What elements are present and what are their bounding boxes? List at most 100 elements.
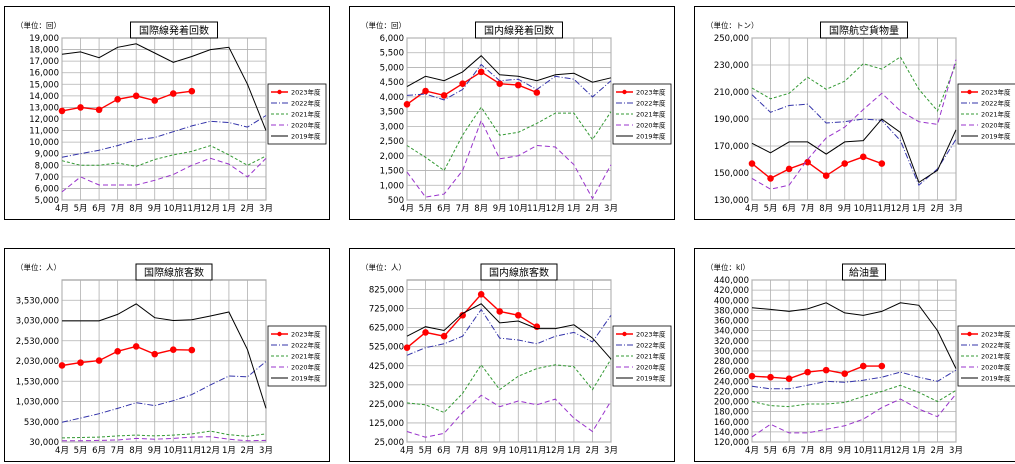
y-tick-label: 125,000 bbox=[369, 419, 404, 429]
unit-label: （単位：回） bbox=[361, 20, 406, 30]
y-tick-label: 325,000 bbox=[369, 381, 404, 391]
series-line-2022 bbox=[406, 308, 612, 356]
chart-svg: 130,000 150,000 170,000 190,000 210,000 230,0… bbox=[694, 6, 1015, 220]
y-tick-label: 12,000 bbox=[29, 115, 59, 125]
chart-panel-dom-passengers: 25,000 125,000 225,000 325,000 425,000 525,00… bbox=[349, 248, 675, 462]
x-tick-label: 7月 bbox=[111, 204, 125, 214]
x-tick-label: 4月 bbox=[745, 446, 759, 456]
y-tick-label: 8,000 bbox=[35, 161, 59, 171]
legend-label-2020: 2020年度 bbox=[981, 121, 1011, 130]
x-tick-label: 9月 bbox=[493, 446, 507, 456]
legend-label-2023: 2023年度 bbox=[291, 330, 321, 339]
y-tick-label: 170,000 bbox=[714, 142, 749, 152]
unit-label: （単位：回） bbox=[16, 20, 61, 30]
y-tick-label: 525,000 bbox=[369, 343, 404, 353]
data-point-2023 bbox=[459, 80, 466, 87]
y-tick-label: 825,000 bbox=[369, 286, 404, 296]
title-box bbox=[842, 263, 886, 281]
series-line-2019 bbox=[406, 55, 612, 88]
x-tick-label: 1月 bbox=[222, 204, 236, 214]
series-line-2022 bbox=[751, 369, 957, 390]
y-tick-label: 180,000 bbox=[714, 408, 749, 418]
legend-marker-2023 bbox=[967, 331, 972, 337]
plot-area bbox=[406, 279, 612, 443]
series-line-2022 bbox=[61, 361, 267, 423]
y-tick-label: 13,000 bbox=[29, 103, 59, 113]
y-tick-label: 2,500 bbox=[380, 137, 404, 147]
legend-label-2020: 2020年度 bbox=[291, 121, 321, 130]
title-box bbox=[820, 21, 908, 39]
y-tick-label: 19,000 bbox=[29, 34, 59, 44]
y-tick-label: 150,000 bbox=[714, 169, 749, 179]
data-point-2023 bbox=[878, 160, 886, 167]
x-tick-label: 9月 bbox=[148, 446, 162, 456]
data-point-2023 bbox=[95, 357, 103, 364]
data-point-2023 bbox=[114, 96, 121, 103]
x-tick-label: 1月 bbox=[222, 446, 236, 456]
data-point-2023 bbox=[878, 362, 886, 370]
data-point-2023 bbox=[748, 160, 756, 167]
y-tick-label: 200,000 bbox=[714, 398, 749, 408]
data-point-2023 bbox=[114, 347, 121, 355]
chart-panel-dom-movements: 500 1,000 1,500 2,000 2,500 3,000 3,500 4,000 4,… bbox=[349, 6, 675, 220]
legend-marker-2023 bbox=[622, 89, 627, 95]
title-box bbox=[130, 21, 218, 39]
data-point-2023 bbox=[459, 311, 466, 319]
y-tick-label: 725,000 bbox=[369, 305, 404, 315]
data-point-2023 bbox=[132, 92, 140, 100]
chart-title: 国際線旅客数 bbox=[144, 266, 204, 279]
series-line-2020 bbox=[62, 436, 267, 442]
x-tick-label: 4月 bbox=[55, 204, 69, 214]
series-line-2021 bbox=[406, 106, 612, 172]
x-tick-label: 3月 bbox=[259, 446, 273, 456]
y-tick-label: 300,000 bbox=[714, 347, 749, 357]
y-tick-label: 220,000 bbox=[714, 387, 749, 397]
chart-svg: 500 1,000 1,500 2,000 2,500 3,000 3,500 4,000 4,… bbox=[349, 6, 675, 220]
x-tick-label: 8月 bbox=[129, 446, 143, 456]
data-point-2023 bbox=[533, 89, 541, 96]
y-tick-label: 225,000 bbox=[369, 400, 404, 410]
y-tick-label: 2,000 bbox=[380, 152, 404, 162]
data-point-2023 bbox=[496, 308, 504, 315]
title-box bbox=[475, 21, 563, 39]
series-line-2022 bbox=[61, 115, 267, 158]
data-point-2023 bbox=[95, 106, 103, 114]
data-point-2023 bbox=[58, 362, 66, 369]
x-tick-label: 8月 bbox=[129, 204, 143, 214]
y-tick-label: 3,000 bbox=[380, 122, 404, 132]
y-tick-label: 3,530,000 bbox=[16, 296, 59, 306]
data-point-2023 bbox=[403, 344, 411, 351]
data-point-2023 bbox=[841, 160, 849, 167]
legend-label-2019: 2019年度 bbox=[291, 374, 321, 383]
legend-label-2019: 2019年度 bbox=[636, 374, 666, 383]
x-tick-label: 8月 bbox=[819, 446, 833, 456]
x-tick-label: 12月 bbox=[201, 204, 220, 214]
x-tick-label: 3月 bbox=[604, 204, 618, 214]
legend-label-2022: 2022年度 bbox=[981, 341, 1011, 350]
series-line-2019 bbox=[751, 302, 957, 369]
series-line-2019 bbox=[61, 43, 267, 131]
y-tick-label: 230,000 bbox=[714, 61, 749, 71]
legend-label-2021: 2021年度 bbox=[981, 352, 1011, 361]
y-tick-label: 2,030,000 bbox=[16, 357, 59, 367]
y-tick-label: 16,000 bbox=[29, 69, 59, 79]
legend-label-2023: 2023年度 bbox=[981, 330, 1011, 339]
x-tick-label: 10月 bbox=[509, 446, 528, 456]
y-tick-label: 11,000 bbox=[29, 127, 59, 137]
legend-label-2022: 2022年度 bbox=[291, 99, 321, 108]
x-tick-label: 10月 bbox=[509, 204, 528, 214]
series-line-2019 bbox=[406, 303, 612, 360]
data-point-2023 bbox=[859, 153, 867, 161]
x-tick-label: 5月 bbox=[419, 204, 433, 214]
x-tick-label: 11月 bbox=[182, 204, 201, 214]
series-line-2019 bbox=[62, 303, 267, 409]
y-tick-label: 9,000 bbox=[35, 150, 59, 160]
y-tick-label: 10,000 bbox=[29, 138, 59, 148]
legend-label-2019: 2019年度 bbox=[981, 132, 1011, 141]
chart-title: 国際線発着回数 bbox=[139, 24, 209, 37]
legend-label-2023: 2023年度 bbox=[981, 88, 1011, 97]
legend-label-2020: 2020年度 bbox=[291, 363, 321, 372]
series-line-2020 bbox=[61, 157, 267, 193]
x-tick-label: 5月 bbox=[764, 204, 778, 214]
x-tick-label: 5月 bbox=[764, 446, 778, 456]
